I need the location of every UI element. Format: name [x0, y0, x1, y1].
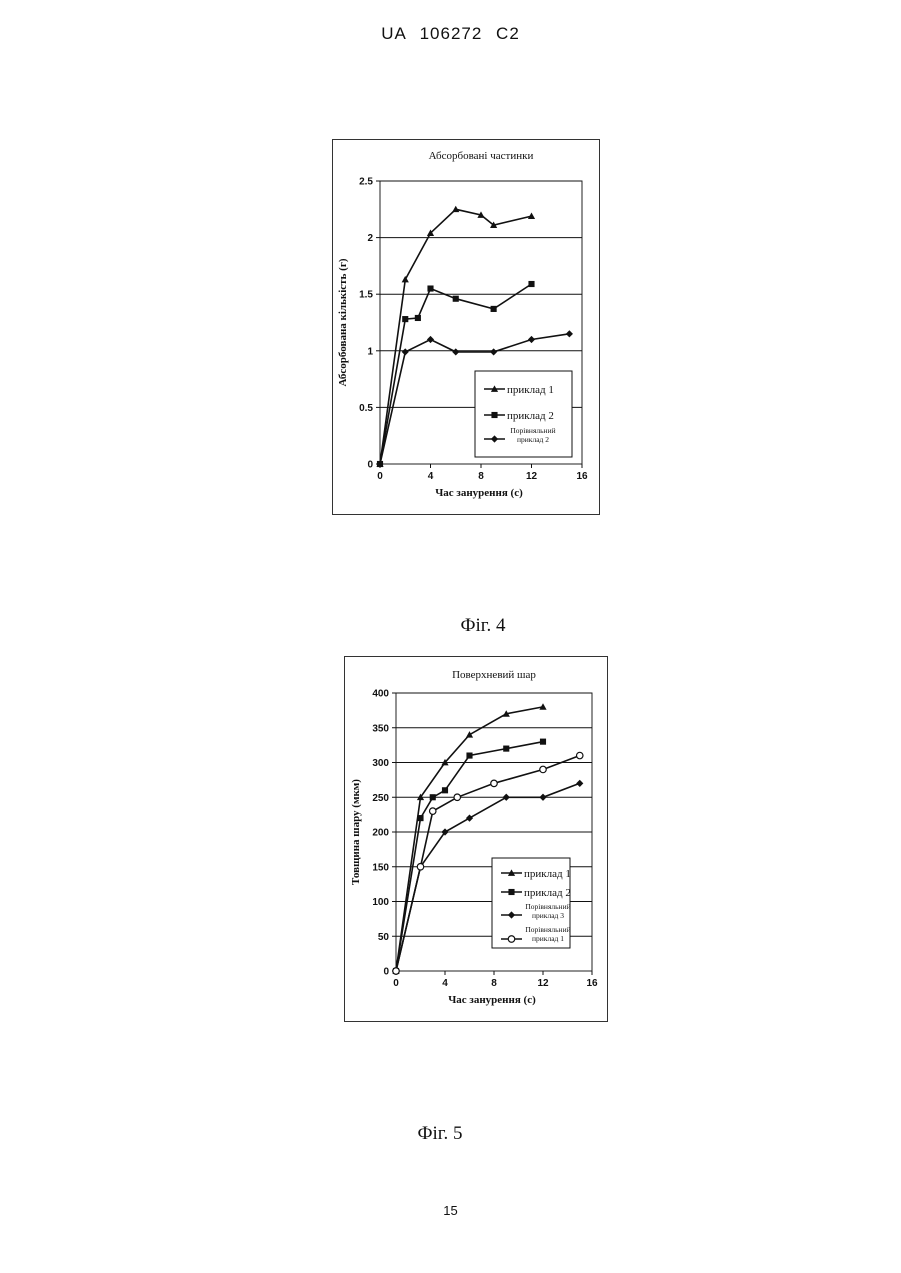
data-point	[454, 794, 460, 800]
data-point	[491, 780, 497, 786]
y-axis-title: Абсорбована кількість (г)	[337, 258, 349, 386]
legend-label: приклад 1	[524, 868, 571, 880]
y-axis-title: Товщина шару (мкм)	[350, 779, 362, 885]
legend-label: приклад 1	[507, 384, 554, 396]
y-tick-label: 350	[372, 723, 389, 734]
y-tick-label: 150	[372, 862, 389, 873]
legend-label: приклад 2	[517, 435, 549, 444]
x-tick-label: 0	[393, 978, 399, 989]
data-point	[430, 794, 436, 800]
figure-4-caption: Фіг. 4	[383, 615, 583, 637]
patent-number-header: UA 106272 C2	[0, 24, 901, 44]
x-tick-label: 16	[576, 471, 588, 482]
legend-marker	[491, 412, 497, 418]
y-tick-label: 1.5	[359, 290, 373, 301]
y-tick-label: 200	[372, 828, 389, 839]
data-point	[430, 808, 436, 814]
data-point	[417, 815, 423, 821]
x-tick-label: 16	[586, 978, 598, 989]
y-tick-label: 0	[383, 967, 389, 978]
x-axis-title: Час занурення (с)	[435, 487, 523, 499]
x-tick-label: 8	[478, 471, 484, 482]
data-point	[540, 739, 546, 745]
legend-label: Порівняльний	[525, 902, 570, 911]
y-tick-label: 50	[378, 932, 390, 943]
y-tick-label: 0	[367, 460, 373, 471]
legend-label: приклад 2	[524, 887, 571, 899]
legend-marker	[508, 936, 514, 942]
chart-title: Абсорбовані частинки	[429, 150, 534, 162]
y-tick-label: 0.5	[359, 403, 373, 414]
x-axis-title: Час занурення (с)	[448, 994, 536, 1006]
data-point	[528, 281, 534, 287]
absorbed-particles-chart: Абсорбовані частинки 0 0.5 1 1.5 2 2.5 0 4 8 12 16 Ч…	[332, 139, 600, 515]
y-tick-label: 100	[372, 897, 389, 908]
x-tick-label: 12	[526, 471, 538, 482]
data-point	[466, 752, 472, 758]
x-tick-label: 8	[491, 978, 497, 989]
data-point	[427, 285, 433, 291]
x-tick-label: 12	[537, 978, 549, 989]
surface-layer-chart: Поверхневий шар 0 50 100 150 200 250 300 350 400 0…	[344, 656, 608, 1022]
data-point	[577, 752, 583, 758]
y-tick-label: 250	[372, 793, 389, 804]
legend-marker	[508, 889, 514, 895]
legend-label: Порівняльний	[525, 925, 570, 934]
figure-5-caption: Фіг. 5	[340, 1123, 540, 1145]
data-point	[503, 746, 509, 752]
x-tick-label: 0	[377, 471, 383, 482]
data-point	[453, 296, 459, 302]
legend-label: Порівняльний	[510, 426, 555, 435]
data-point	[491, 306, 497, 312]
y-tick-label: 2	[367, 233, 373, 244]
y-tick-label: 400	[372, 689, 389, 700]
page-number: 15	[0, 1203, 901, 1218]
legend: приклад 1приклад 2Порівняльнийприклад 3П…	[492, 858, 571, 948]
data-point	[393, 968, 399, 974]
legend-label: приклад 3	[532, 911, 564, 920]
data-point	[402, 316, 408, 322]
data-point	[540, 766, 546, 772]
x-tick-label: 4	[442, 978, 448, 989]
data-point	[415, 315, 421, 321]
legend-label: приклад 2	[507, 410, 554, 422]
data-point	[442, 787, 448, 793]
data-point	[417, 864, 423, 870]
x-tick-label: 4	[428, 471, 434, 482]
y-tick-label: 2.5	[359, 177, 373, 188]
legend: приклад 1приклад 2Порівняльнийприклад 2	[475, 371, 572, 457]
y-tick-label: 1	[367, 346, 373, 357]
legend-label: приклад 1	[532, 934, 564, 943]
chart-title: Поверхневий шар	[452, 669, 536, 681]
y-tick-label: 300	[372, 758, 389, 769]
